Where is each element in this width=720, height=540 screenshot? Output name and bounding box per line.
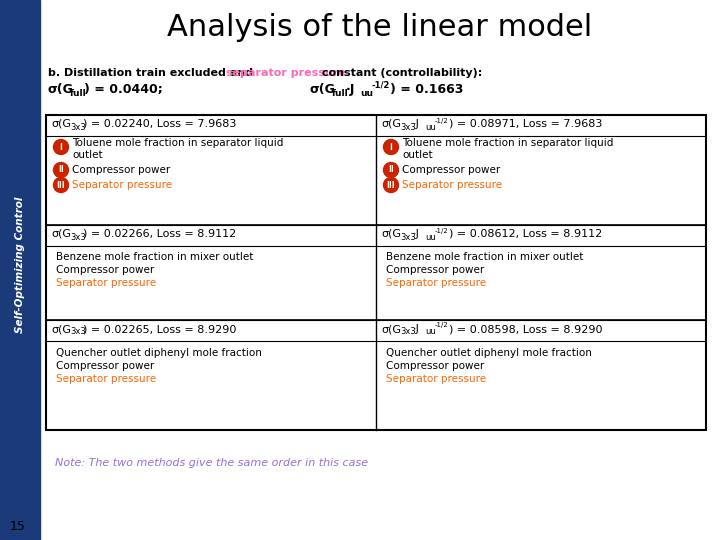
Text: ·J: ·J [413, 229, 420, 239]
Text: σ(G: σ(G [381, 229, 401, 239]
Text: σ(G: σ(G [310, 83, 336, 96]
Text: I: I [390, 143, 392, 152]
Circle shape [384, 163, 398, 178]
Text: constant (controllability):: constant (controllability): [318, 68, 482, 78]
Text: 3x3: 3x3 [400, 123, 415, 132]
Text: b. Distillation train excluded and: b. Distillation train excluded and [48, 68, 257, 78]
Text: Toluene mole fraction in separator liquid: Toluene mole fraction in separator liqui… [72, 138, 284, 148]
Text: Separator pressure: Separator pressure [386, 278, 486, 288]
Text: uu: uu [425, 123, 436, 132]
Text: Compressor power: Compressor power [386, 265, 485, 275]
Text: uu: uu [360, 89, 373, 98]
Text: full: full [332, 89, 348, 98]
Text: Compressor power: Compressor power [56, 361, 154, 371]
Text: I: I [60, 143, 63, 152]
Text: σ(G: σ(G [381, 324, 401, 334]
Text: -1/2: -1/2 [435, 227, 449, 233]
Text: 15: 15 [10, 519, 26, 532]
Text: Compressor power: Compressor power [56, 265, 154, 275]
Circle shape [53, 163, 68, 178]
Text: ) = 0.02265, Loss = 8.9290: ) = 0.02265, Loss = 8.9290 [83, 324, 236, 334]
Bar [46, 115, 706, 430]
Text: Self-Optimizing Control: Self-Optimizing Control [15, 197, 25, 333]
Text: uu: uu [425, 327, 436, 336]
Text: ) = 0.08971, Loss = 7.9683: ) = 0.08971, Loss = 7.9683 [449, 119, 603, 129]
Text: Separator pressure: Separator pressure [386, 374, 486, 384]
Text: ) = 0.1663: ) = 0.1663 [390, 83, 464, 96]
Text: Compressor power: Compressor power [402, 165, 500, 175]
Text: separator pressure: separator pressure [226, 68, 346, 78]
Text: ) = 0.02240, Loss = 7.9683: ) = 0.02240, Loss = 7.9683 [83, 119, 236, 129]
Text: Quencher outlet diphenyl mole fraction: Quencher outlet diphenyl mole fraction [386, 348, 592, 358]
Text: III: III [387, 180, 395, 190]
Text: Toluene mole fraction in separator liquid: Toluene mole fraction in separator liqui… [402, 138, 613, 148]
Text: ·J: ·J [413, 324, 420, 334]
Text: ·J: ·J [346, 83, 356, 96]
Text: ) = 0.08612, Loss = 8.9112: ) = 0.08612, Loss = 8.9112 [449, 229, 602, 239]
Text: σ(G: σ(G [51, 229, 71, 239]
Circle shape [53, 139, 68, 154]
Text: Compressor power: Compressor power [386, 361, 485, 371]
Text: Quencher outlet diphenyl mole fraction: Quencher outlet diphenyl mole fraction [56, 348, 262, 358]
Text: Separator pressure: Separator pressure [402, 180, 502, 190]
Text: 3x3: 3x3 [400, 233, 415, 241]
Text: Benzene mole fraction in mixer outlet: Benzene mole fraction in mixer outlet [56, 252, 253, 262]
Text: full: full [70, 89, 86, 98]
Text: III: III [57, 180, 66, 190]
Text: Compressor power: Compressor power [72, 165, 170, 175]
Text: σ(G: σ(G [51, 324, 71, 334]
Text: Note: The two methods give the same order in this case: Note: The two methods give the same orde… [55, 458, 368, 468]
Text: Analysis of the linear model: Analysis of the linear model [167, 14, 593, 43]
Text: σ(G: σ(G [381, 119, 401, 129]
Text: outlet: outlet [72, 150, 103, 160]
Text: ) = 0.08598, Loss = 8.9290: ) = 0.08598, Loss = 8.9290 [449, 324, 603, 334]
Text: outlet: outlet [402, 150, 433, 160]
Text: -1/2: -1/2 [435, 322, 449, 328]
Text: Separator pressure: Separator pressure [56, 374, 156, 384]
Text: ) = 0.02266, Loss = 8.9112: ) = 0.02266, Loss = 8.9112 [83, 229, 236, 239]
Text: Benzene mole fraction in mixer outlet: Benzene mole fraction in mixer outlet [386, 252, 583, 262]
Text: 3x3: 3x3 [70, 123, 86, 132]
Text: uu: uu [425, 233, 436, 241]
Text: -1/2: -1/2 [372, 80, 390, 90]
Text: ) = 0.0440;: ) = 0.0440; [84, 83, 163, 96]
Text: 3x3: 3x3 [70, 233, 86, 241]
Text: Separator pressure: Separator pressure [72, 180, 172, 190]
Text: σ(G: σ(G [48, 83, 74, 96]
Circle shape [53, 178, 68, 192]
Text: -1/2: -1/2 [435, 118, 449, 124]
Circle shape [384, 139, 398, 154]
Text: II: II [58, 165, 64, 174]
Text: II: II [388, 165, 394, 174]
Text: σ(G: σ(G [51, 119, 71, 129]
Bar [0, 0, 40, 540]
Circle shape [384, 178, 398, 192]
Text: 3x3: 3x3 [70, 327, 86, 336]
Text: ·J: ·J [413, 119, 420, 129]
Text: Separator pressure: Separator pressure [56, 278, 156, 288]
Text: 3x3: 3x3 [400, 327, 415, 336]
